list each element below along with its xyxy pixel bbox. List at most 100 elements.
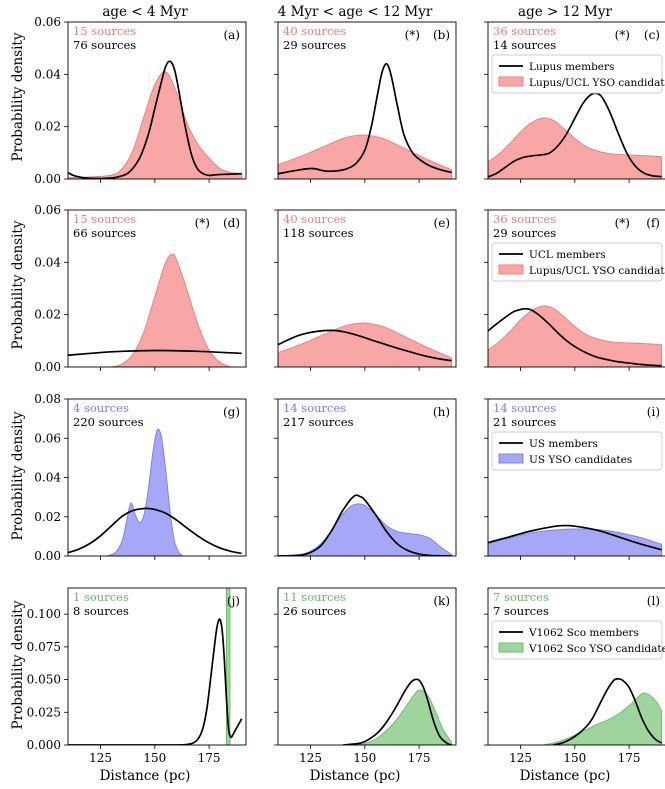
plot-area [68, 428, 242, 556]
y-tick-label: 0.06 [34, 15, 61, 29]
plot-area [68, 60, 243, 179]
member-count: 7 sources [493, 604, 549, 618]
member-count: 26 sources [283, 604, 346, 618]
y-tick-label: 0.075 [27, 640, 61, 654]
candidates-density-area [278, 503, 453, 556]
candidates-density-area [488, 305, 663, 367]
y-tick-label: 0.050 [27, 673, 61, 687]
legend-members-label: UCL members [529, 249, 606, 261]
candidates-density-area [278, 322, 453, 367]
candidate-count: 14 sources [283, 401, 346, 415]
members-density-line [343, 678, 452, 745]
candidate-count: 7 sources [493, 590, 549, 604]
panel-label: (e) [434, 216, 450, 230]
panel-label: (j) [227, 594, 240, 608]
candidate-count: 36 sources [493, 212, 556, 226]
x-tick-label: 125 [509, 751, 532, 765]
legend: UCL members Lupus/UCL YSO candidates [491, 242, 665, 282]
legend-candidates-swatch [498, 76, 524, 87]
members-density-line [488, 524, 662, 551]
y-tick-label: 0.04 [34, 471, 61, 485]
legend: V1062 Sco members V1062 Sco YSO candidate… [491, 620, 665, 660]
candidates-density-area [68, 71, 243, 179]
candidate-count: 40 sources [283, 212, 346, 226]
significance-flag: (*) [615, 216, 630, 230]
member-count: 76 sources [73, 38, 136, 52]
members-density-line [278, 63, 452, 175]
axes-frame [487, 587, 665, 746]
candidate-count: 15 sources [73, 24, 136, 38]
x-tick-label: 125 [89, 751, 112, 765]
ylabel-row-3: Probability density [10, 411, 26, 540]
x-tick-label: 150 [563, 751, 586, 765]
axes-frame [67, 587, 247, 746]
candidate-count: 11 sources [283, 590, 346, 604]
y-tick-label: 0.08 [34, 392, 61, 406]
panel-label: (f) [646, 216, 660, 230]
legend-box [491, 242, 663, 282]
candidate-count: 4 sources [73, 401, 129, 415]
y-tick-label: 0.00 [34, 549, 61, 563]
xlabel-col-3: Distance (pc) [520, 768, 611, 784]
panel-label: (k) [433, 594, 450, 608]
ylabel-row-1: Probability density [10, 32, 26, 161]
members-density-line [488, 307, 662, 367]
candidate-count: 36 sources [493, 24, 556, 38]
members-density-line [68, 60, 242, 179]
significance-flag: (*) [195, 216, 210, 230]
plot-area [542, 678, 663, 745]
member-count: 217 sources [283, 415, 354, 429]
significance-flag: (*) [615, 28, 630, 42]
y-tick-label: 0.04 [34, 67, 61, 81]
panel-label: (l) [647, 594, 660, 608]
x-tick-label: 150 [353, 751, 376, 765]
plot-area [278, 494, 453, 556]
xlabel-col-2: Distance (pc) [310, 768, 401, 784]
plot-area [278, 322, 453, 367]
axes-frame [487, 209, 665, 368]
members-density-line [68, 618, 243, 745]
legend-members-label: Lupus members [529, 61, 614, 73]
candidates-density-area [278, 134, 453, 179]
plot-area [343, 678, 453, 745]
legend-members-label: V1062 Sco members [528, 627, 639, 639]
legend-candidates-label: Lupus/UCL YSO candidates [529, 77, 665, 89]
legend-members-label: US members [529, 438, 598, 450]
x-tick-label: 175 [198, 751, 221, 765]
column-header-young: age < 4 Myr [102, 4, 188, 20]
legend-candidates-label: US YSO candidates [529, 454, 632, 466]
panel-label: (a) [223, 28, 240, 42]
column-header-old: age > 12 Myr [518, 4, 612, 20]
ylabel-row-2: Probability density [10, 220, 26, 349]
x-tick-label: 175 [408, 751, 431, 765]
legend-candidates-swatch [498, 453, 524, 464]
legend-candidates-label: V1062 Sco YSO candidates [528, 643, 665, 655]
axes-frame [67, 209, 247, 368]
panel-label: (d) [223, 216, 240, 230]
member-count: 14 sources [493, 38, 556, 52]
members-density-line [278, 329, 452, 362]
member-count: 118 sources [283, 226, 354, 240]
member-count: 8 sources [73, 604, 129, 618]
ylabel-row-4: Probability density [10, 600, 26, 729]
member-count: 29 sources [283, 38, 346, 52]
plot-area [488, 524, 663, 556]
panel-label: (h) [433, 405, 450, 419]
candidates-density-area [106, 428, 184, 556]
members-density-line [552, 678, 663, 745]
y-tick-label: 0.02 [34, 510, 61, 524]
plot-area [488, 305, 663, 367]
y-tick-label: 0.06 [34, 431, 61, 445]
plot-area [278, 63, 453, 179]
